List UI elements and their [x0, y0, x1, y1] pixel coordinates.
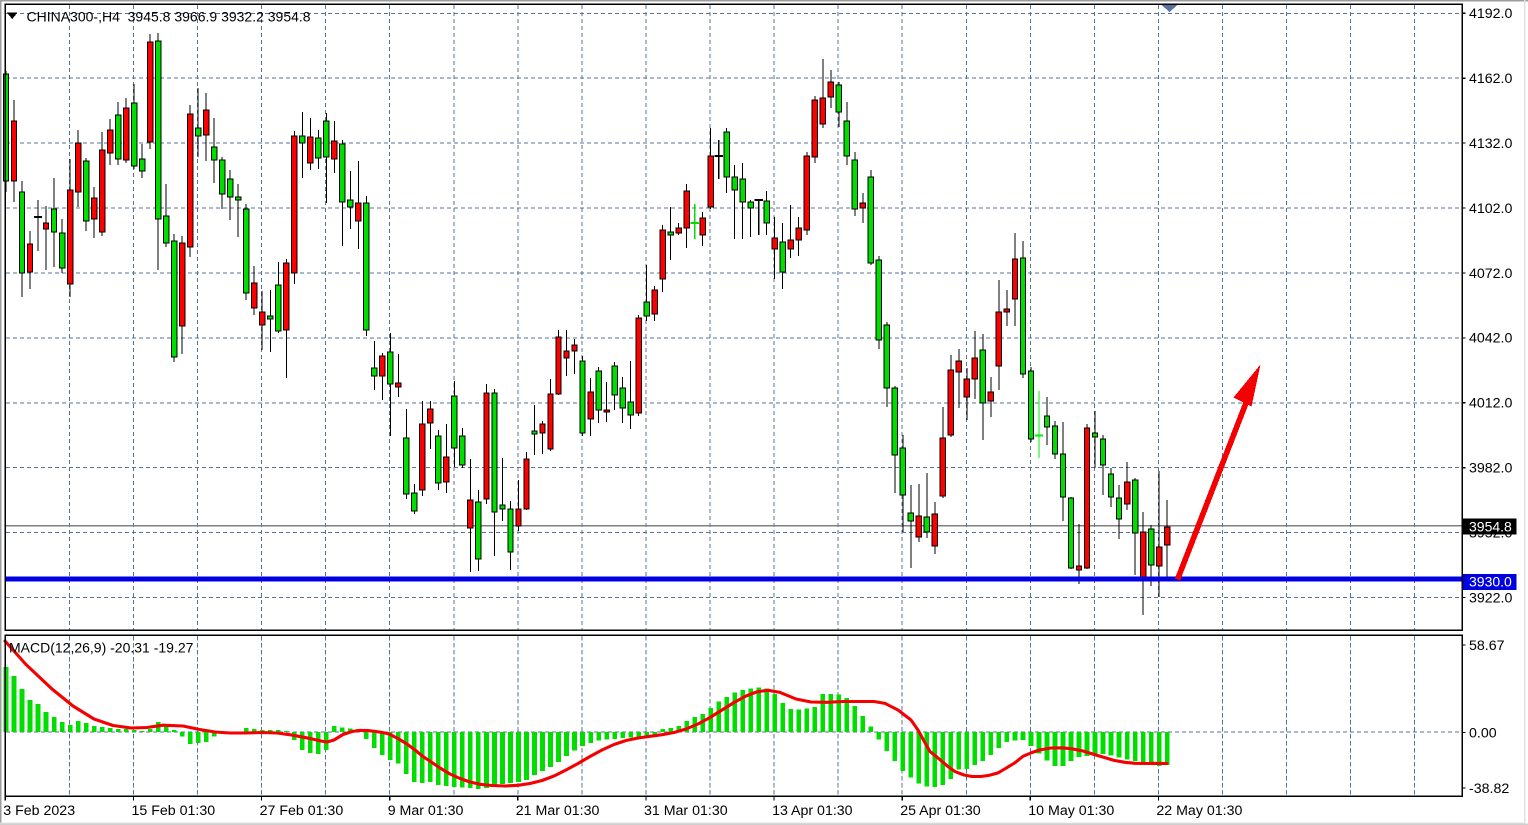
svg-text:25 Apr 01:30: 25 Apr 01:30: [900, 803, 981, 819]
svg-text:22 May 01:30: 22 May 01:30: [1156, 803, 1242, 819]
svg-text:4102.0: 4102.0: [1469, 201, 1513, 217]
svg-text:3982.0: 3982.0: [1469, 461, 1513, 477]
svg-text:4162.0: 4162.0: [1469, 71, 1513, 87]
svg-text:27 Feb 01:30: 27 Feb 01:30: [260, 803, 344, 819]
svg-text:9 Mar 01:30: 9 Mar 01:30: [388, 803, 464, 819]
svg-text:MACD(12,26,9) -20.31 -19.27: MACD(12,26,9) -20.31 -19.27: [9, 639, 194, 655]
svg-text:3954.8: 3954.8: [1469, 518, 1512, 534]
svg-text:21 Mar 01:30: 21 Mar 01:30: [516, 803, 600, 819]
svg-text:4072.0: 4072.0: [1469, 266, 1513, 282]
svg-text:4042.0: 4042.0: [1469, 331, 1513, 347]
svg-text:-38.82: -38.82: [1469, 781, 1509, 797]
svg-text:3 Feb 2023: 3 Feb 2023: [3, 803, 75, 819]
svg-text:4132.0: 4132.0: [1469, 136, 1513, 152]
svg-text:4012.0: 4012.0: [1469, 396, 1513, 412]
svg-text:10 May 01:30: 10 May 01:30: [1028, 803, 1114, 819]
svg-text:0.00: 0.00: [1469, 725, 1497, 741]
svg-text:15 Feb 01:30: 15 Feb 01:30: [132, 803, 216, 819]
svg-text:4192.0: 4192.0: [1469, 6, 1513, 22]
svg-text:3930.0: 3930.0: [1469, 574, 1512, 590]
svg-text:3922.0: 3922.0: [1469, 590, 1513, 606]
svg-text:58.67: 58.67: [1469, 638, 1505, 654]
svg-text:13 Apr 01:30: 13 Apr 01:30: [772, 803, 853, 819]
svg-text:CHINA300-,H4 3945.8 3966.9 39: CHINA300-,H4 3945.8 3966.9 3932.2 3954.8: [27, 8, 311, 24]
svg-text:31 Mar 01:30: 31 Mar 01:30: [644, 803, 728, 819]
